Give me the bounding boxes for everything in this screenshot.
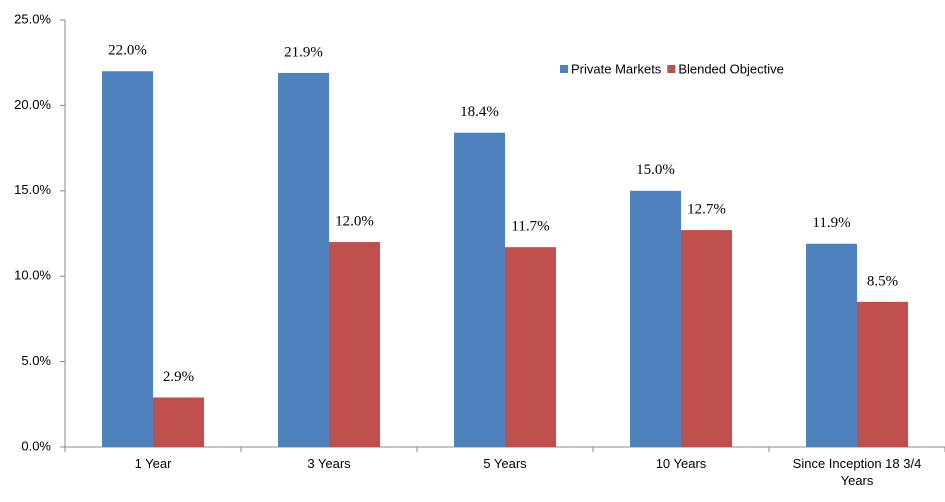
y-tick-label: 0.0%	[21, 438, 51, 453]
value-label: 12.0%	[335, 213, 374, 229]
value-label: 8.5%	[867, 273, 898, 289]
x-tick-label: 5 Years	[483, 456, 527, 471]
value-label: 22.0%	[108, 43, 147, 59]
value-label: 2.9%	[163, 369, 194, 385]
value-label: 11.7%	[511, 219, 549, 235]
value-label: 15.0%	[636, 162, 675, 178]
x-tick-label: Since Inception 18 3/4 Years	[792, 456, 922, 488]
y-tick-label: 5.0%	[21, 353, 51, 368]
legend-label: Private Markets	[571, 61, 662, 76]
value-label: 18.4%	[460, 104, 499, 120]
bar	[806, 243, 857, 447]
legend-label: Blended Objective	[678, 61, 784, 76]
x-tick-label: 3 Years	[307, 456, 351, 471]
bar	[857, 301, 908, 447]
value-label: 21.9%	[284, 44, 323, 60]
x-tick-label: 1 Year	[134, 456, 172, 471]
bar	[329, 242, 380, 447]
bar	[505, 247, 556, 447]
value-label: 12.7%	[687, 202, 726, 218]
bar	[278, 72, 329, 447]
value-label: 11.9%	[812, 215, 850, 231]
bar	[454, 132, 505, 447]
legend-swatch	[560, 65, 568, 73]
bar	[153, 397, 204, 447]
legend-swatch	[667, 65, 676, 73]
y-tick-label: 20.0%	[14, 97, 51, 112]
y-tick-label: 10.0%	[14, 268, 51, 283]
y-tick-label: 15.0%	[14, 182, 51, 197]
bar	[630, 190, 681, 448]
bar	[681, 230, 732, 447]
bar	[102, 71, 153, 448]
y-tick-label: 25.0%	[14, 11, 51, 26]
x-tick-label: 10 Years	[655, 456, 707, 471]
